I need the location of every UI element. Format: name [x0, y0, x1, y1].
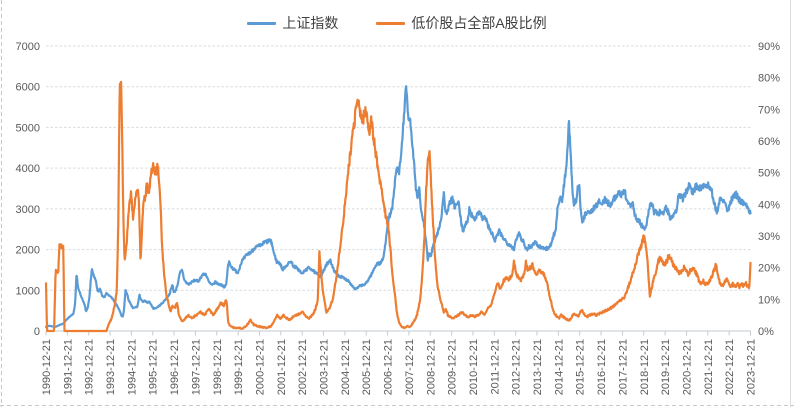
y-axis-right-tick-20%: 20% — [758, 263, 780, 275]
y-axis-left-tick-3000: 3000 — [16, 204, 40, 216]
x-axis-label-2002-12-21: 2002-12-21 — [297, 339, 309, 395]
y-axis-right-tick-40%: 40% — [758, 199, 780, 211]
x-axis-label-2007-12-21: 2007-12-21 — [404, 339, 416, 395]
x-axis-label-2001-12-21: 2001-12-21 — [276, 339, 288, 395]
x-axis-label-1997-12-21: 1997-12-21 — [190, 339, 202, 395]
x-axis-label-2006-12-21: 2006-12-21 — [383, 339, 395, 395]
y-axis-left-tick-2000: 2000 — [16, 245, 40, 257]
x-axis-label-1995-12-21: 1995-12-21 — [148, 339, 160, 395]
x-axis-label-2012-12-21: 2012-12-21 — [511, 339, 523, 395]
series-line-low-price-ratio[interactable] — [44, 80, 752, 333]
x-axis-label-1991-12-21: 1991-12-21 — [62, 339, 74, 395]
y-axis-right-tick-60%: 60% — [758, 136, 780, 148]
series-line-sse-index[interactable] — [44, 85, 752, 328]
x-axis-label-1994-12-21: 1994-12-21 — [126, 339, 138, 395]
x-axis-label-2009-12-21: 2009-12-21 — [447, 339, 459, 395]
x-axis-label-2018-12-21: 2018-12-21 — [639, 339, 651, 395]
y-axis-right-tick-80%: 80% — [758, 73, 780, 85]
x-axis-label-2022-12-21: 2022-12-21 — [724, 339, 736, 395]
x-axis-label-1999-12-21: 1999-12-21 — [233, 339, 245, 395]
x-axis-label-1993-12-21: 1993-12-21 — [105, 339, 117, 395]
x-axis-label-1992-12-21: 1992-12-21 — [84, 339, 96, 395]
y-axis-left-tick-6000: 6000 — [16, 82, 40, 94]
y-axis-left-tick-4000: 4000 — [16, 163, 40, 175]
y-axis-left-tick-0: 0 — [34, 326, 40, 338]
x-axis-label-2014-12-21: 2014-12-21 — [553, 339, 565, 395]
x-axis-label-1996-12-21: 1996-12-21 — [169, 339, 181, 395]
x-axis-label-2023-12-21: 2023-12-21 — [746, 339, 758, 395]
x-axis-label-2017-12-21: 2017-12-21 — [617, 339, 629, 395]
x-axis-label-2000-12-21: 2000-12-21 — [254, 339, 266, 395]
legend-line-swatch-orange — [376, 21, 406, 25]
legend-label-sse-index: 上证指数 — [282, 15, 339, 31]
y-axis-right-tick-0%: 0% — [758, 326, 774, 338]
x-axis-label-2015-12-21: 2015-12-21 — [575, 339, 587, 395]
legend-item-sse-index[interactable]: 上证指数 — [247, 16, 338, 30]
x-axis-label-2008-12-21: 2008-12-21 — [425, 339, 437, 395]
x-axis-label-2005-12-21: 2005-12-21 — [361, 339, 373, 395]
y-axis-right-tick-50%: 50% — [758, 168, 780, 180]
x-axis-label-2020-12-21: 2020-12-21 — [681, 339, 693, 395]
y-axis-left-tick-7000: 7000 — [16, 41, 40, 53]
x-axis-label-2016-12-21: 2016-12-21 — [596, 339, 608, 395]
x-axis-label-2004-12-21: 2004-12-21 — [340, 339, 352, 395]
legend-line-swatch-blue — [247, 21, 277, 25]
x-axis-label-2019-12-21: 2019-12-21 — [660, 339, 672, 395]
x-axis-label-2011-12-21: 2011-12-21 — [489, 339, 501, 394]
x-axis-label-1998-12-21: 1998-12-21 — [212, 339, 224, 395]
chart-legend: 上证指数 低价股占全部A股比例 — [0, 12, 794, 34]
y-axis-left-tick-5000: 5000 — [16, 122, 40, 134]
y-axis-right-tick-30%: 30% — [758, 231, 780, 243]
y-axis-right-tick-90%: 90% — [758, 41, 780, 53]
x-axis-label-2010-12-21: 2010-12-21 — [468, 339, 480, 395]
legend-item-low-price-ratio[interactable]: 低价股占全部A股比例 — [376, 15, 547, 31]
x-axis-label-2013-12-21: 2013-12-21 — [532, 339, 544, 395]
x-axis-label-1990-12-21: 1990-12-21 — [41, 339, 53, 395]
x-axis-label-2021-12-21: 2021-12-21 — [703, 339, 715, 395]
y-axis-left-tick-1000: 1000 — [16, 285, 40, 297]
y-axis-right-tick-70%: 70% — [758, 104, 780, 116]
y-axis-right-tick-10%: 10% — [758, 294, 780, 306]
x-axis-label-2003-12-21: 2003-12-21 — [319, 339, 331, 395]
legend-label-low-price-ratio: 低价股占全部A股比例 — [411, 15, 547, 31]
